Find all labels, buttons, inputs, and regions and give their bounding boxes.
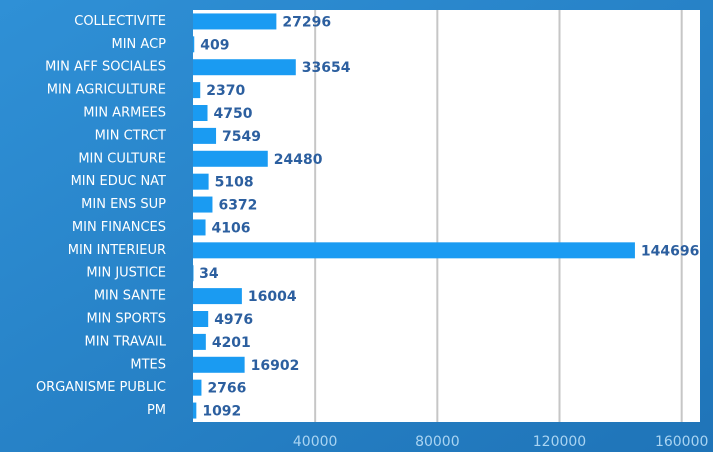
bar <box>193 265 194 282</box>
y-tick-label: MIN INTERIEUR <box>68 243 166 258</box>
bar <box>193 59 296 76</box>
value-label: 409 <box>200 37 229 53</box>
y-tick-label: MTES <box>130 357 166 372</box>
value-label: 4976 <box>214 312 253 328</box>
y-tick-label: MIN AGRICULTURE <box>47 83 166 98</box>
bar <box>193 402 197 419</box>
bar <box>193 242 635 259</box>
bar <box>193 13 277 30</box>
y-tick-label: MIN FINANCES <box>72 220 166 235</box>
value-label: 4750 <box>214 106 253 122</box>
bar <box>193 127 217 144</box>
bar <box>193 333 206 350</box>
value-label: 27296 <box>282 14 331 30</box>
x-tick-label: 80000 <box>415 434 460 450</box>
value-label: 4106 <box>212 220 251 236</box>
y-tick-label: MIN SANTE <box>94 289 166 304</box>
bar <box>193 311 209 327</box>
value-label: 16004 <box>248 289 297 305</box>
y-tick-label: MIN CTRCT <box>95 128 166 143</box>
y-tick-label: PM <box>147 403 166 418</box>
y-tick-label: MIN JUSTICE <box>86 266 166 281</box>
bar <box>193 105 208 121</box>
plot-area <box>193 10 700 422</box>
y-tick-label: MIN ACP <box>112 37 167 52</box>
bar <box>193 150 268 167</box>
y-tick-label: MIN AFF SOCIALES <box>45 60 166 75</box>
x-tick-label: 40000 <box>293 434 338 450</box>
bar <box>193 173 209 190</box>
y-tick-label: MIN TRAVAIL <box>85 334 167 349</box>
value-label: 4201 <box>212 335 251 351</box>
value-label: 2766 <box>207 381 246 397</box>
x-tick-label: 120000 <box>533 434 586 450</box>
x-tick-label: 160000 <box>655 434 708 450</box>
value-label: 2370 <box>206 83 245 99</box>
value-label: 34 <box>199 266 219 282</box>
value-label: 1092 <box>202 404 241 420</box>
bar <box>193 288 242 305</box>
value-label: 24480 <box>274 152 323 168</box>
bar <box>193 379 202 396</box>
bar <box>193 219 206 236</box>
y-tick-label: MIN EDUC NAT <box>71 174 166 189</box>
y-tick-label: MIN SPORTS <box>86 312 166 327</box>
value-label: 33654 <box>302 60 351 76</box>
value-label: 6372 <box>218 198 257 214</box>
value-label: 7549 <box>222 129 261 145</box>
y-tick-label: COLLECTIVITE <box>74 14 166 29</box>
value-label: 16902 <box>251 358 300 374</box>
value-label: 144696 <box>641 243 699 259</box>
value-label: 5108 <box>215 175 254 191</box>
y-tick-label: ORGANISME PUBLIC <box>36 380 166 395</box>
y-tick-label: MIN ARMEES <box>83 106 166 121</box>
bar <box>193 356 245 373</box>
y-tick-label: MIN CULTURE <box>78 151 166 166</box>
bar <box>193 36 195 53</box>
y-tick-label: MIN ENS SUP <box>81 197 166 212</box>
bar <box>193 82 201 99</box>
bar <box>193 196 213 213</box>
